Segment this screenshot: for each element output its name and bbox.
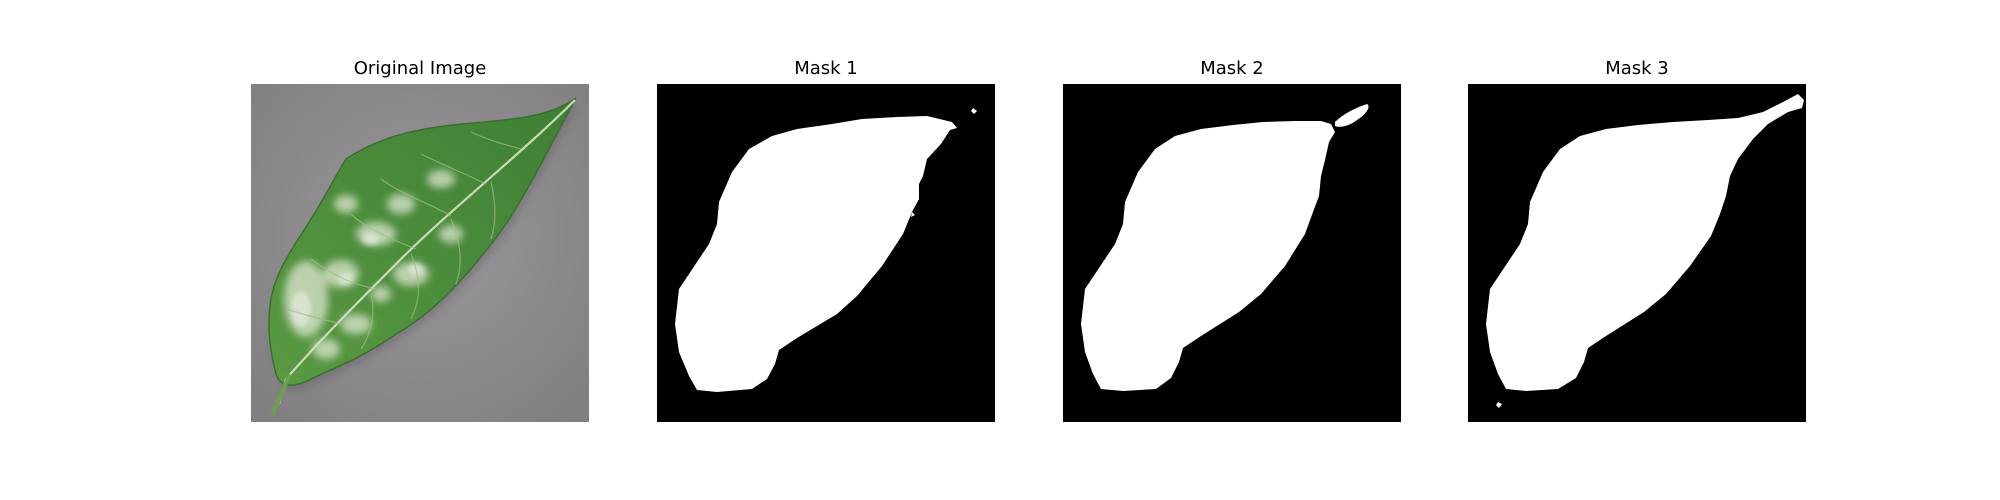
- original-leaf-photo: [251, 84, 589, 422]
- panel-mask-3: Mask 3: [1468, 57, 1806, 427]
- panel-title: Original Image: [353, 58, 487, 79]
- panel-title: Mask 3: [1605, 58, 1669, 79]
- panel-title: Mask 1: [794, 58, 858, 79]
- mask-1-image: [657, 84, 995, 422]
- mask-2-image: [1063, 84, 1401, 422]
- panel-mask-2: Mask 2: [1063, 57, 1401, 427]
- panel-mask-1: Mask 1: [657, 57, 995, 427]
- panel-title: Mask 2: [1200, 58, 1264, 79]
- mask-3-image: [1468, 84, 1806, 422]
- panel-original-image: Original Image: [251, 57, 589, 427]
